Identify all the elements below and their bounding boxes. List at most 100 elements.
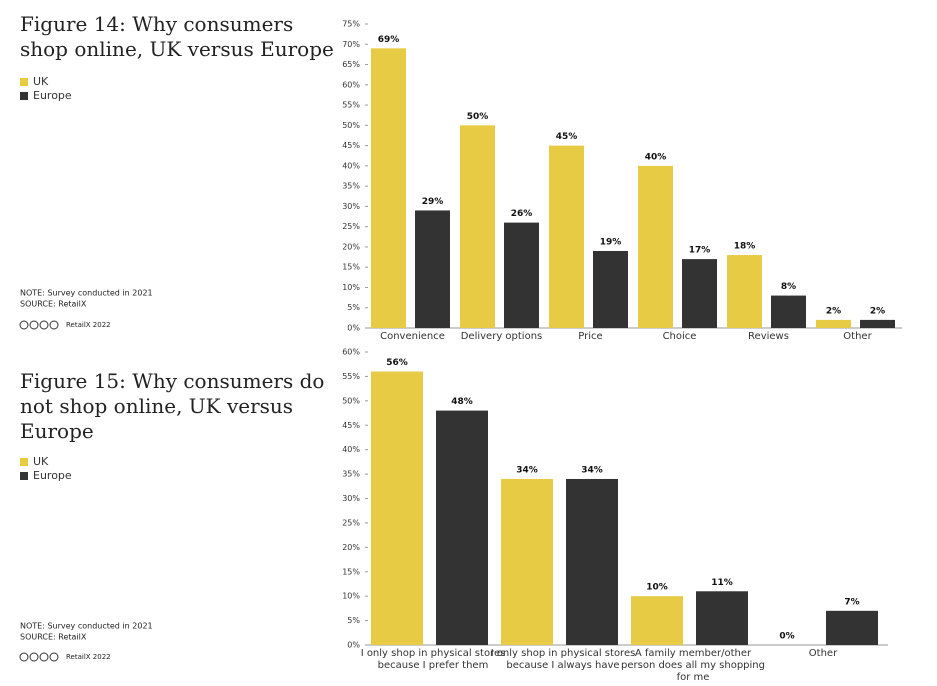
bar <box>816 319 851 328</box>
value-label: 17% <box>689 246 711 256</box>
x-tick-label: Convenience <box>380 331 445 342</box>
value-label: 18% <box>734 242 756 252</box>
value-label: 10% <box>646 583 668 593</box>
value-label: 29% <box>422 197 444 207</box>
y-tick-label: 20% <box>342 242 360 251</box>
y-tick-label: 45% <box>342 141 360 150</box>
license-icon <box>19 320 29 330</box>
y-tick-label: 45% <box>342 421 360 430</box>
y-tick-label: 35% <box>342 182 360 191</box>
license-icon <box>39 320 49 330</box>
y-tick-label: 55% <box>342 101 360 110</box>
legend-swatch <box>20 78 28 86</box>
note: NOTE: Survey conducted in 2021 <box>20 289 153 298</box>
source: SOURCE: RetailX <box>20 633 87 642</box>
x-tick-label: Reviews <box>748 331 789 342</box>
value-label: 2% <box>870 306 885 316</box>
value-label: 40% <box>645 152 667 162</box>
y-tick-label: 75% <box>342 20 360 29</box>
bar <box>682 259 717 328</box>
bar <box>436 410 488 645</box>
y-tick-label: 55% <box>342 372 360 381</box>
value-label: 56% <box>386 358 408 368</box>
value-label: 26% <box>511 209 533 219</box>
y-tick-label: 65% <box>342 60 360 69</box>
y-tick-label: 50% <box>342 396 360 405</box>
y-tick-label: 30% <box>342 494 360 503</box>
y-tick-label: 0% <box>347 324 360 333</box>
bar <box>826 610 878 645</box>
y-tick-label: 25% <box>342 222 360 231</box>
x-tick-label: Price <box>578 331 603 342</box>
license-icon <box>29 320 39 330</box>
credit: RetailX 2022 <box>66 653 111 661</box>
y-tick-label: 5% <box>347 303 360 312</box>
license-icon <box>19 652 29 662</box>
bar <box>631 596 683 645</box>
y-tick-label: 15% <box>342 263 360 272</box>
value-label: 69% <box>378 35 400 45</box>
legend-label: Europe <box>33 89 72 102</box>
value-label: 2% <box>826 306 841 316</box>
bar <box>415 210 450 328</box>
value-label: 45% <box>556 132 578 142</box>
license-icon <box>49 652 59 662</box>
y-tick-label: 5% <box>347 616 360 625</box>
y-tick-label: 40% <box>342 161 360 170</box>
note: NOTE: Survey conducted in 2021 <box>20 622 153 631</box>
x-tick-label: I only shop in physical stores because I… <box>490 648 636 671</box>
x-tick-label: A family member/other person does all my… <box>621 648 765 683</box>
y-tick-label: 30% <box>342 202 360 211</box>
value-label: 11% <box>711 578 733 588</box>
value-label: 48% <box>451 397 473 407</box>
y-tick-label: 25% <box>342 518 360 527</box>
x-tick-label: I only shop in physical stores because I… <box>360 648 506 671</box>
y-tick-label: 10% <box>342 592 360 601</box>
legend-label: UK <box>33 455 49 468</box>
value-label: 34% <box>516 465 538 475</box>
bar <box>771 295 806 328</box>
value-label: 0% <box>779 632 794 642</box>
legend-label: UK <box>33 75 49 88</box>
x-tick-label: Choice <box>662 331 697 342</box>
y-tick-label: 50% <box>342 121 360 130</box>
y-tick-label: 35% <box>342 470 360 479</box>
y-tick-label: 40% <box>342 445 360 454</box>
bar <box>549 145 584 328</box>
legend-swatch <box>20 92 28 100</box>
bar <box>460 125 495 328</box>
bar <box>371 371 423 645</box>
license-icon <box>39 652 49 662</box>
y-tick-label: 15% <box>342 567 360 576</box>
bar <box>593 250 628 328</box>
source: SOURCE: RetailX <box>20 300 87 309</box>
bar <box>638 165 673 328</box>
value-label: 50% <box>467 112 489 122</box>
license-icon <box>29 652 39 662</box>
value-label: 8% <box>781 282 796 292</box>
legend-swatch <box>20 458 28 466</box>
bar <box>566 478 618 645</box>
x-tick-label: Delivery options <box>460 331 543 342</box>
credit: RetailX 2022 <box>66 321 111 329</box>
bar <box>501 478 553 645</box>
x-tick-label: Other <box>808 648 838 659</box>
legend-swatch <box>20 472 28 480</box>
bar <box>371 48 406 328</box>
value-label: 19% <box>600 237 622 247</box>
y-tick-label: 60% <box>342 80 360 89</box>
value-label: 7% <box>844 597 859 607</box>
bar <box>860 319 895 328</box>
bar <box>696 591 748 645</box>
value-label: 34% <box>581 465 603 475</box>
chart-title: Figure 14: Why consumers shop online, UK… <box>20 12 334 61</box>
y-tick-label: 20% <box>342 543 360 552</box>
y-tick-label: 60% <box>342 348 360 357</box>
legend-label: Europe <box>33 469 72 482</box>
bar <box>727 255 762 328</box>
y-tick-label: 0% <box>347 641 360 650</box>
y-tick-label: 70% <box>342 40 360 49</box>
x-tick-label: Other <box>843 331 872 342</box>
